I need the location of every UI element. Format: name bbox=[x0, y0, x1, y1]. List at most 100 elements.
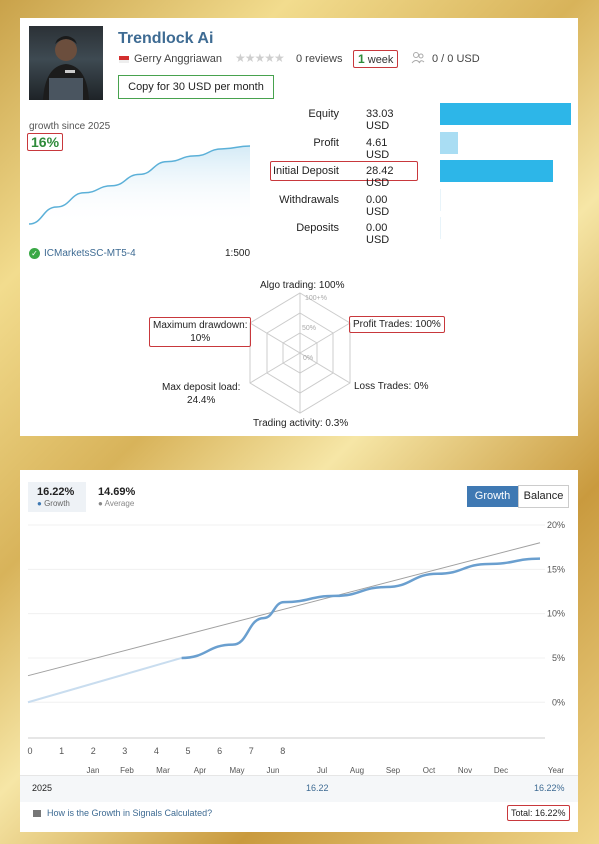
sparkline-line bbox=[28, 145, 251, 225]
radar-scale-100: 100+% bbox=[305, 295, 327, 302]
growth-series-line bbox=[181, 557, 541, 660]
month-tick-label: Apr bbox=[194, 766, 207, 775]
radar-chart: 100+% 50% 0% bbox=[249, 292, 351, 414]
month-tick-label: Dec bbox=[494, 766, 508, 775]
stat-label: Withdrawals bbox=[279, 193, 339, 206]
x-tick-label: 0 bbox=[27, 746, 32, 756]
max-deposit-load-label: Max deposit load: 24.4% bbox=[162, 381, 240, 407]
x-tick-label: 7 bbox=[249, 746, 254, 756]
stat-value: 28.42 USD bbox=[366, 165, 394, 189]
growth-summary[interactable]: 16.22% ● Growth bbox=[28, 482, 86, 512]
avatar-photo bbox=[43, 36, 89, 100]
month-tick-label: Nov bbox=[458, 766, 472, 775]
y-tick-label: 5% bbox=[552, 653, 565, 663]
growth-since-label: growth since 2025 bbox=[29, 121, 111, 132]
tab-growth[interactable]: Growth bbox=[467, 486, 518, 507]
trading-activity-label: Trading activity: 0.3% bbox=[253, 418, 349, 429]
y-tick-label: 15% bbox=[547, 564, 565, 574]
y-tick-label: 0% bbox=[552, 697, 565, 707]
copy-signal-button[interactable]: Copy for 30 USD per month bbox=[118, 75, 274, 99]
x-tick-label: 4 bbox=[154, 746, 159, 756]
table-cell-year-total[interactable]: 16.22% bbox=[534, 783, 565, 793]
growth-line-chart: 20% 15% 10% 5% 0% 0 1 2 3 4 5 6 7 8 Jan Feb Mar Apr May Jun… bbox=[27, 520, 565, 775]
stat-label: Profit bbox=[313, 136, 339, 149]
max-deposit-load-value: 24.4% bbox=[187, 395, 216, 406]
reviews-count[interactable]: 0 reviews bbox=[296, 53, 343, 65]
table-divider-top bbox=[20, 775, 578, 776]
profit-trades-label: Profit Trades: 100% bbox=[349, 316, 445, 333]
max-drawdown-title: Maximum drawdown: bbox=[153, 320, 248, 331]
average-summary-label: ● Average bbox=[98, 499, 135, 508]
total-growth: Total: 16.22% bbox=[507, 805, 570, 821]
x-tick-label: 8 bbox=[280, 746, 285, 756]
leverage: 1:500 bbox=[225, 248, 251, 259]
signal-age-number: 1 bbox=[358, 52, 365, 66]
average-summary-value: 14.69% bbox=[98, 486, 136, 498]
x-tick-label: 5 bbox=[185, 746, 190, 756]
month-tick-label: Jan bbox=[87, 766, 100, 775]
month-tick-label: Jun bbox=[267, 766, 280, 775]
loss-trades-label: Loss Trades: 0% bbox=[354, 381, 429, 392]
growth-table-row bbox=[20, 776, 578, 802]
average-dot-icon: ● bbox=[98, 499, 103, 508]
month-tick-label: Mar bbox=[156, 766, 170, 775]
stat-value: 4.61 USD bbox=[366, 136, 390, 161]
table-cell-jul[interactable]: 16.22 bbox=[306, 783, 329, 793]
y-tick-label: 10% bbox=[547, 609, 565, 619]
stat-highlight-box bbox=[270, 161, 418, 181]
country-flag-icon bbox=[119, 56, 129, 63]
signal-title[interactable]: Trendlock Ai bbox=[118, 30, 214, 47]
average-summary[interactable]: 14.69% ● Average bbox=[92, 482, 152, 512]
verified-check-icon: ✓ bbox=[29, 248, 40, 259]
broker-server[interactable]: ICMarketsSC-MT5-4 bbox=[44, 248, 136, 259]
avatar[interactable] bbox=[29, 26, 103, 100]
stat-label: Deposits bbox=[296, 222, 339, 234]
month-tick-label: Oct bbox=[423, 766, 436, 775]
max-deposit-load-title: Max deposit load: bbox=[162, 382, 241, 393]
x-tick-label: 1 bbox=[59, 746, 64, 756]
x-tick-label: 6 bbox=[217, 746, 222, 756]
stat-bar bbox=[440, 217, 441, 239]
growth-series-start bbox=[27, 656, 182, 704]
radar-scale-0: 0% bbox=[303, 355, 313, 362]
x-tick-label: 2 bbox=[91, 746, 96, 756]
month-tick-label: Jul bbox=[317, 766, 327, 775]
stat-value: 0.00 USD bbox=[366, 193, 390, 218]
radar-scale-50: 50% bbox=[302, 325, 316, 332]
signal-age-badge: 1 week bbox=[353, 50, 399, 68]
growth-sparkline bbox=[28, 145, 251, 226]
table-row-year: 2025 bbox=[32, 783, 53, 793]
max-drawdown-value: 10% bbox=[190, 333, 211, 344]
growth-summary-value: 16.22% bbox=[37, 486, 75, 498]
rating-stars: ★★★★★ bbox=[235, 51, 285, 65]
signal-age-unit: week bbox=[367, 54, 394, 66]
growth-help-link[interactable]: How is the Growth in Signals Calculated? bbox=[47, 808, 213, 818]
stat-label: Equity bbox=[308, 108, 339, 120]
subscribers-funds: 0 / 0 USD bbox=[432, 53, 480, 65]
y-tick-label: 20% bbox=[547, 520, 565, 530]
growth-summary-label: ● Growth bbox=[37, 499, 70, 508]
stat-value: 33.03 USD bbox=[366, 108, 394, 132]
growth-chart-card: 16.22% ● Growth 14.69% ● Average Growth … bbox=[20, 470, 578, 832]
average-series-line bbox=[27, 542, 541, 677]
month-tick-label: Aug bbox=[350, 766, 364, 775]
growth-dot-icon: ● bbox=[37, 499, 42, 508]
stat-label: Initial Deposit bbox=[272, 165, 339, 177]
subscribers-icon bbox=[411, 51, 425, 70]
stat-bar bbox=[440, 160, 553, 182]
stat-bar bbox=[440, 188, 441, 211]
x-tick-label: 3 bbox=[122, 746, 127, 756]
stat-value: 0.00 USD bbox=[366, 222, 390, 246]
max-drawdown-label: Maximum drawdown: 10% bbox=[149, 317, 252, 347]
signal-card: Trendlock Ai Gerry Anggriawan ★★★★★ 0 re… bbox=[20, 18, 578, 436]
author-name[interactable]: Gerry Anggriawan bbox=[134, 53, 223, 65]
tab-balance[interactable]: Balance bbox=[518, 485, 569, 508]
growth-percent: 16% bbox=[27, 133, 64, 151]
stat-bar bbox=[440, 103, 571, 125]
month-tick-label: Year bbox=[548, 766, 565, 775]
month-tick-label: Feb bbox=[120, 766, 134, 775]
help-book-icon bbox=[33, 810, 41, 817]
algo-trading-label: Algo trading: 100% bbox=[260, 280, 345, 291]
sparkline-area bbox=[29, 146, 250, 226]
month-tick-label: May bbox=[229, 766, 244, 775]
